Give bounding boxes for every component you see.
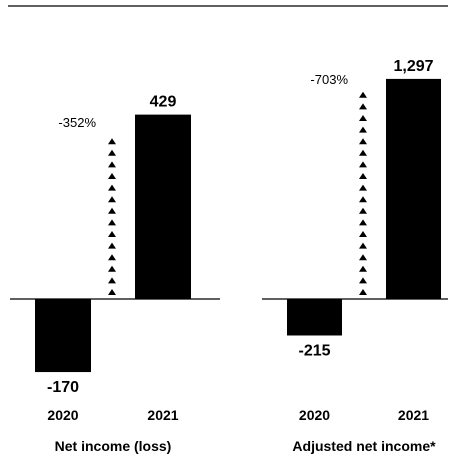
- panel-2: -215 2020 1,297 2021 -703% Adjusted net incom…: [262, 58, 448, 454]
- chart-title: Adjusted net income*: [292, 438, 436, 454]
- bar-2020: [287, 299, 342, 336]
- panel-1: -170 2020 429 2021 -352% Net income (loss): [10, 94, 220, 454]
- tick-label-2020: 2020: [299, 407, 330, 423]
- tick-label-2020: 2020: [47, 407, 78, 423]
- value-label-2021: 1,297: [393, 58, 433, 75]
- bar-2021: [135, 114, 191, 299]
- value-label-2020: -215: [298, 342, 330, 359]
- tick-label-2021: 2021: [147, 407, 178, 423]
- tick-label-2021: 2021: [398, 407, 429, 423]
- chart-title: Net income (loss): [55, 438, 172, 454]
- change-label: -352%: [58, 115, 96, 130]
- bar-2020: [35, 299, 91, 373]
- change-label: -703%: [310, 72, 348, 87]
- change-arrow: [359, 91, 367, 295]
- change-arrow: [108, 138, 116, 295]
- value-label-2021: 429: [150, 94, 177, 111]
- bar-2021: [386, 78, 441, 299]
- value-label-2020: -170: [47, 379, 79, 396]
